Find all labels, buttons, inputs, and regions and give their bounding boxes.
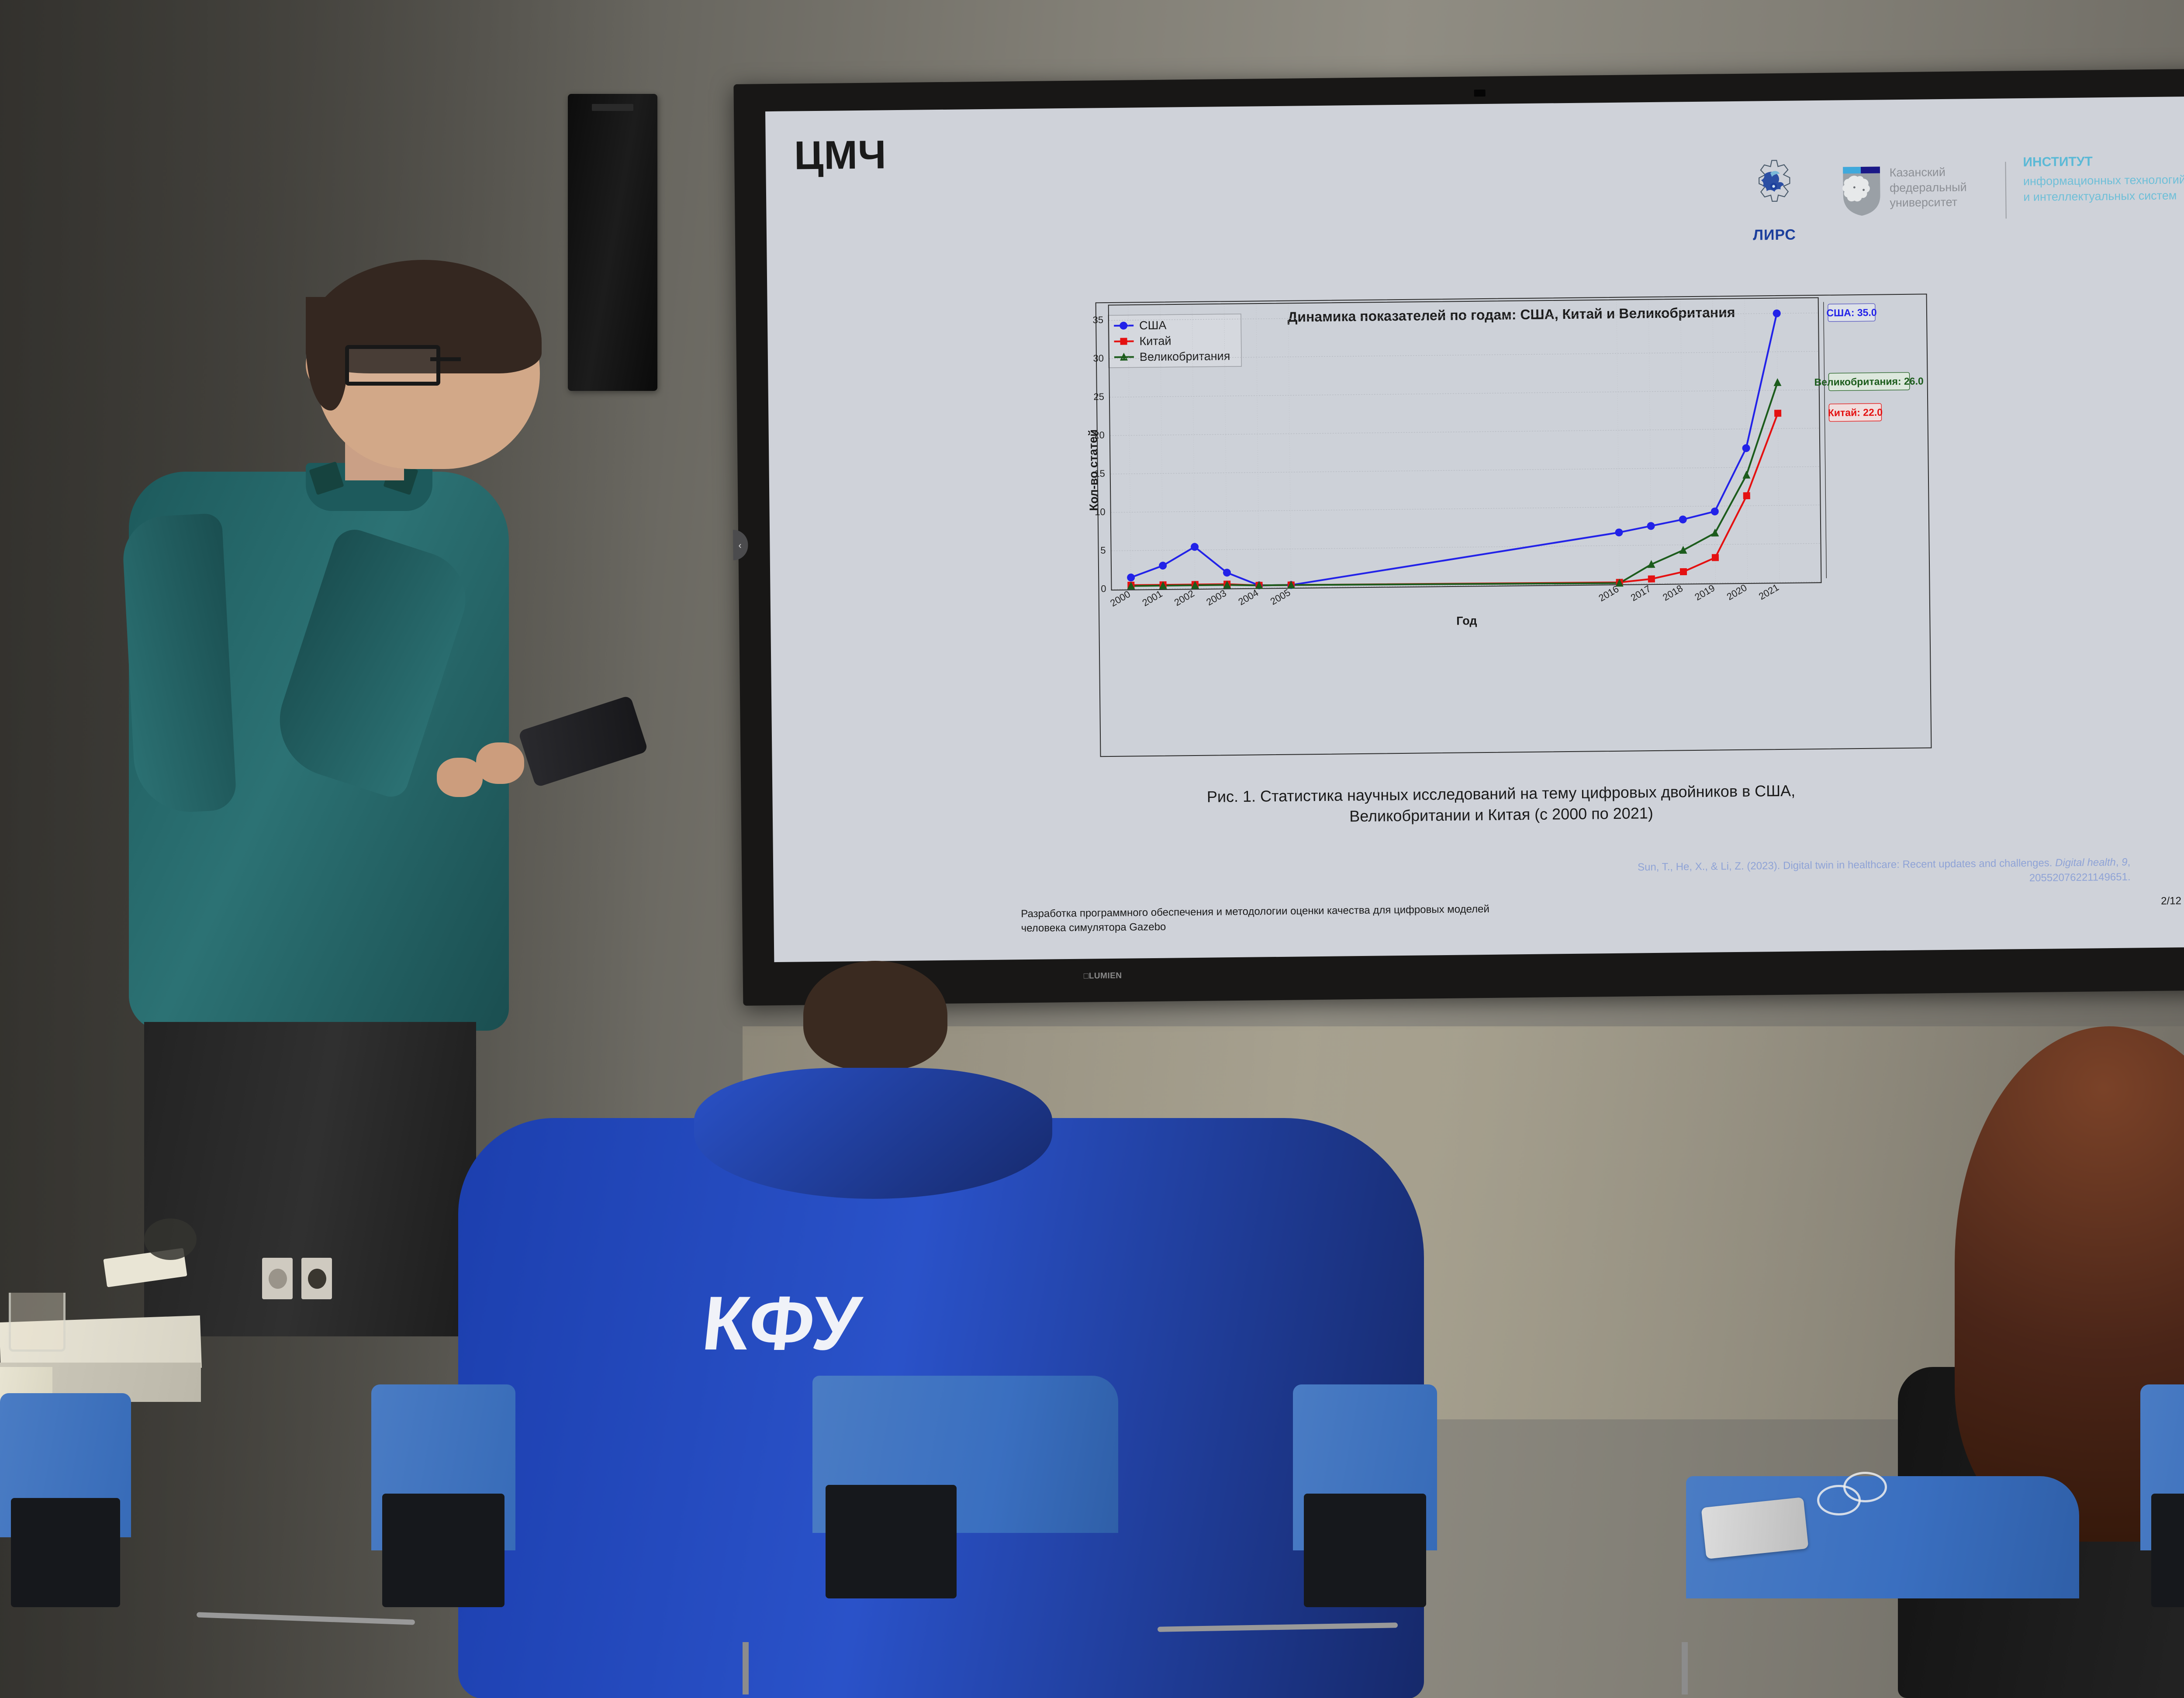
svg-text:2005: 2005 xyxy=(1268,587,1292,607)
svg-text:2004: 2004 xyxy=(1236,587,1260,607)
svg-text:США: США xyxy=(1139,319,1167,332)
svg-text:2002: 2002 xyxy=(1172,588,1196,608)
svg-text:0: 0 xyxy=(1101,583,1106,594)
svg-text:Китай: 22.0: Китай: 22.0 xyxy=(1828,407,1883,418)
svg-text:2000: 2000 xyxy=(1108,588,1132,608)
svg-text:2001: 2001 xyxy=(1140,588,1165,608)
svg-text:2020: 2020 xyxy=(1725,582,1749,602)
svg-text:10: 10 xyxy=(1095,506,1106,517)
svg-text:Великобритания: 26.0: Великобритания: 26.0 xyxy=(1814,375,1923,388)
svg-text:35: 35 xyxy=(1092,314,1103,325)
svg-text:Год: Год xyxy=(1456,614,1477,627)
svg-text:Великобритания: Великобритания xyxy=(1140,349,1230,363)
svg-text:30: 30 xyxy=(1093,353,1104,364)
svg-text:Китай: Китай xyxy=(1139,335,1171,348)
svg-text:2017: 2017 xyxy=(1629,583,1653,603)
svg-text:США: 35.0: США: 35.0 xyxy=(1826,307,1876,318)
svg-text:2018: 2018 xyxy=(1661,583,1685,603)
svg-text:25: 25 xyxy=(1093,391,1104,402)
svg-text:2003: 2003 xyxy=(1204,587,1228,607)
svg-text:2021: 2021 xyxy=(1757,582,1781,602)
svg-text:2019: 2019 xyxy=(1693,582,1717,602)
svg-text:20: 20 xyxy=(1094,430,1105,441)
svg-text:15: 15 xyxy=(1094,468,1105,479)
svg-text:5: 5 xyxy=(1100,545,1106,556)
